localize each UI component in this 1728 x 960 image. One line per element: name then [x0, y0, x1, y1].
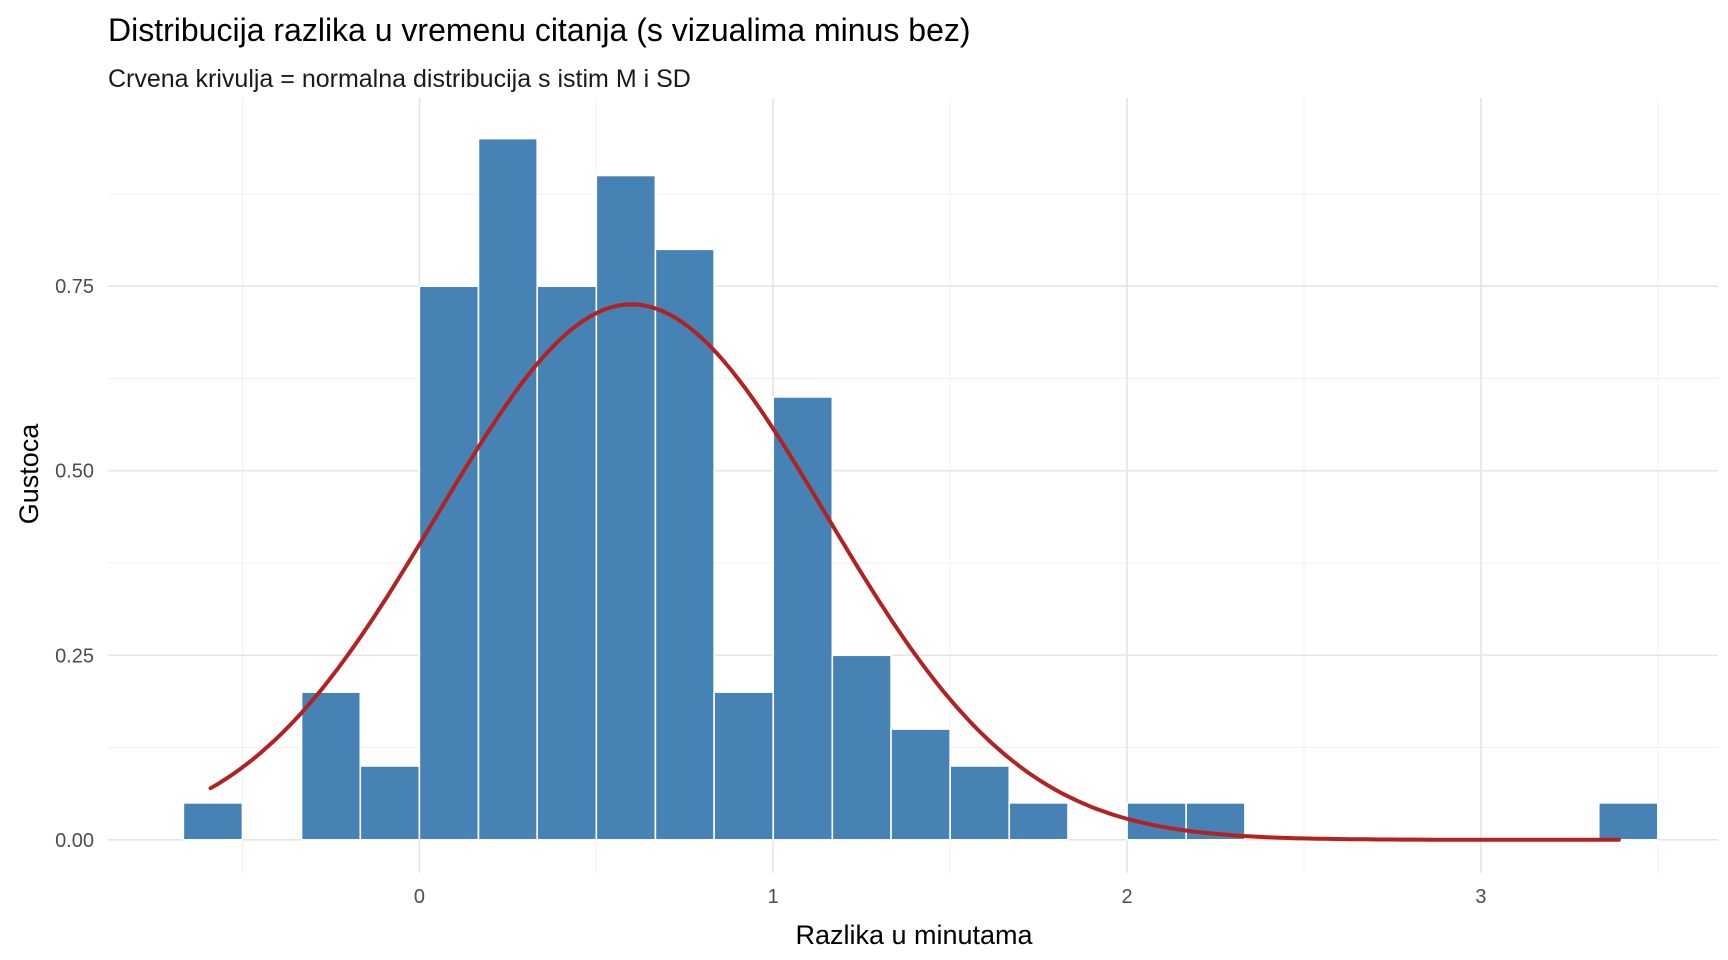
x-tick-label: 1	[768, 886, 779, 908]
histogram-bar	[1008, 802, 1069, 841]
histogram-bar	[536, 285, 598, 841]
histogram-bar	[772, 396, 834, 841]
histogram-bar	[418, 285, 480, 841]
histogram-bar	[182, 802, 244, 841]
histogram-bars	[182, 137, 1659, 841]
histogram-bar	[949, 765, 1011, 841]
x-tick-label: 2	[1122, 886, 1133, 908]
histogram-bar	[890, 728, 951, 841]
histogram-bar	[300, 691, 362, 841]
x-tick-label: 3	[1475, 886, 1486, 908]
histogram-bar	[477, 137, 539, 841]
histogram-bar	[654, 248, 715, 841]
histogram-bar	[595, 174, 657, 841]
y-tick-label: 0.75	[55, 276, 94, 298]
histogram-bar	[831, 654, 892, 841]
y-axis-title: Gustoca	[14, 423, 44, 525]
normal-curve-layer	[208, 302, 1621, 842]
histogram-bar	[713, 691, 775, 841]
x-tick-label: 0	[414, 886, 425, 908]
y-tick-label: 0.00	[55, 830, 94, 852]
normal-distribution-curve	[208, 302, 1621, 842]
chart-title: Distribucija razlika u vremenu citanja (…	[108, 12, 971, 48]
chart-subtitle: Crvena krivulja = normalna distribucija …	[108, 65, 691, 93]
y-axis-tick-labels: 0.00 0.25 0.50 0.75	[55, 276, 94, 852]
y-tick-label: 0.25	[55, 645, 94, 667]
x-axis-title: Razlika u minutama	[795, 920, 1033, 950]
histogram-bar	[359, 765, 421, 841]
y-tick-label: 0.50	[55, 461, 94, 483]
x-axis-tick-labels: 0 1 2 3	[414, 886, 1487, 908]
histogram-bar	[1597, 802, 1659, 841]
